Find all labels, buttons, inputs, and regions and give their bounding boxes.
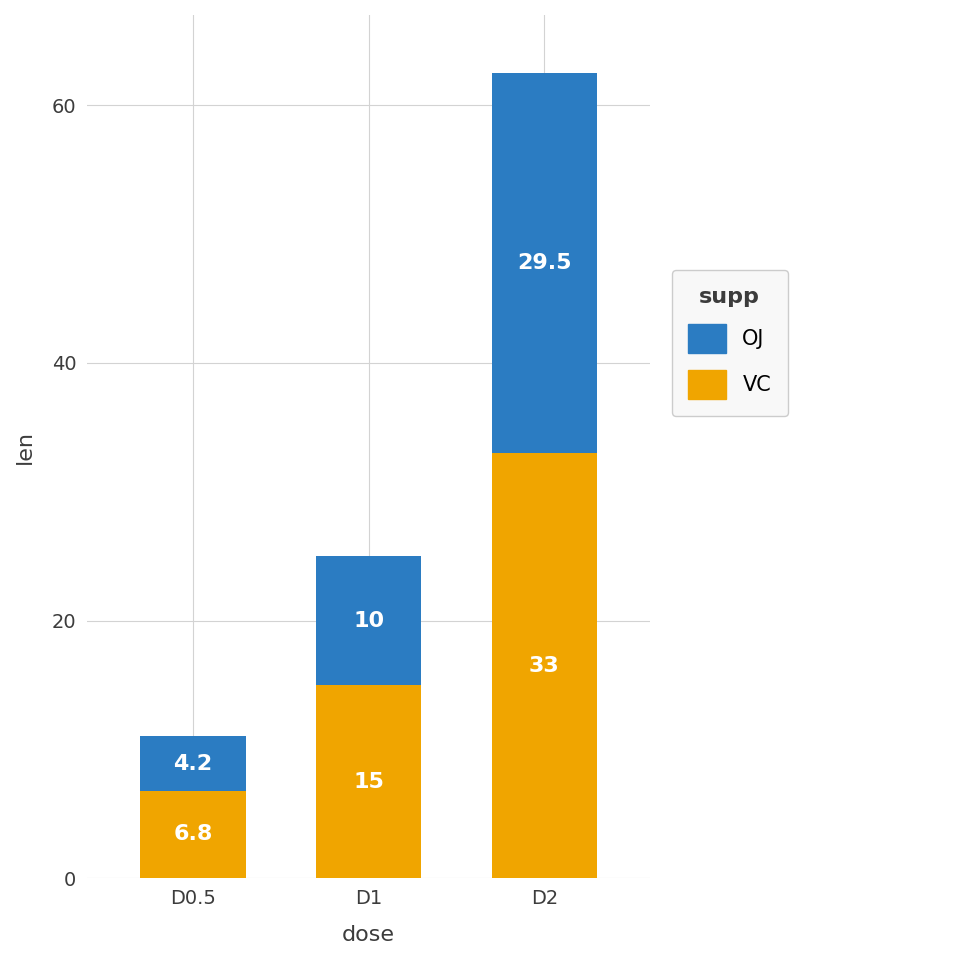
X-axis label: dose: dose bbox=[342, 925, 396, 945]
Bar bbox=[316, 685, 421, 878]
Bar bbox=[492, 73, 597, 453]
Y-axis label: len: len bbox=[15, 430, 35, 464]
Text: 10: 10 bbox=[353, 611, 384, 631]
Text: 6.8: 6.8 bbox=[173, 825, 212, 845]
Text: 29.5: 29.5 bbox=[517, 253, 571, 273]
Legend: OJ, VC: OJ, VC bbox=[671, 270, 788, 416]
Text: 33: 33 bbox=[529, 656, 560, 676]
Bar bbox=[492, 453, 597, 878]
Bar bbox=[140, 736, 246, 791]
Bar bbox=[140, 791, 246, 878]
Bar bbox=[316, 556, 421, 685]
Text: 15: 15 bbox=[353, 772, 384, 792]
Text: 4.2: 4.2 bbox=[174, 754, 212, 774]
